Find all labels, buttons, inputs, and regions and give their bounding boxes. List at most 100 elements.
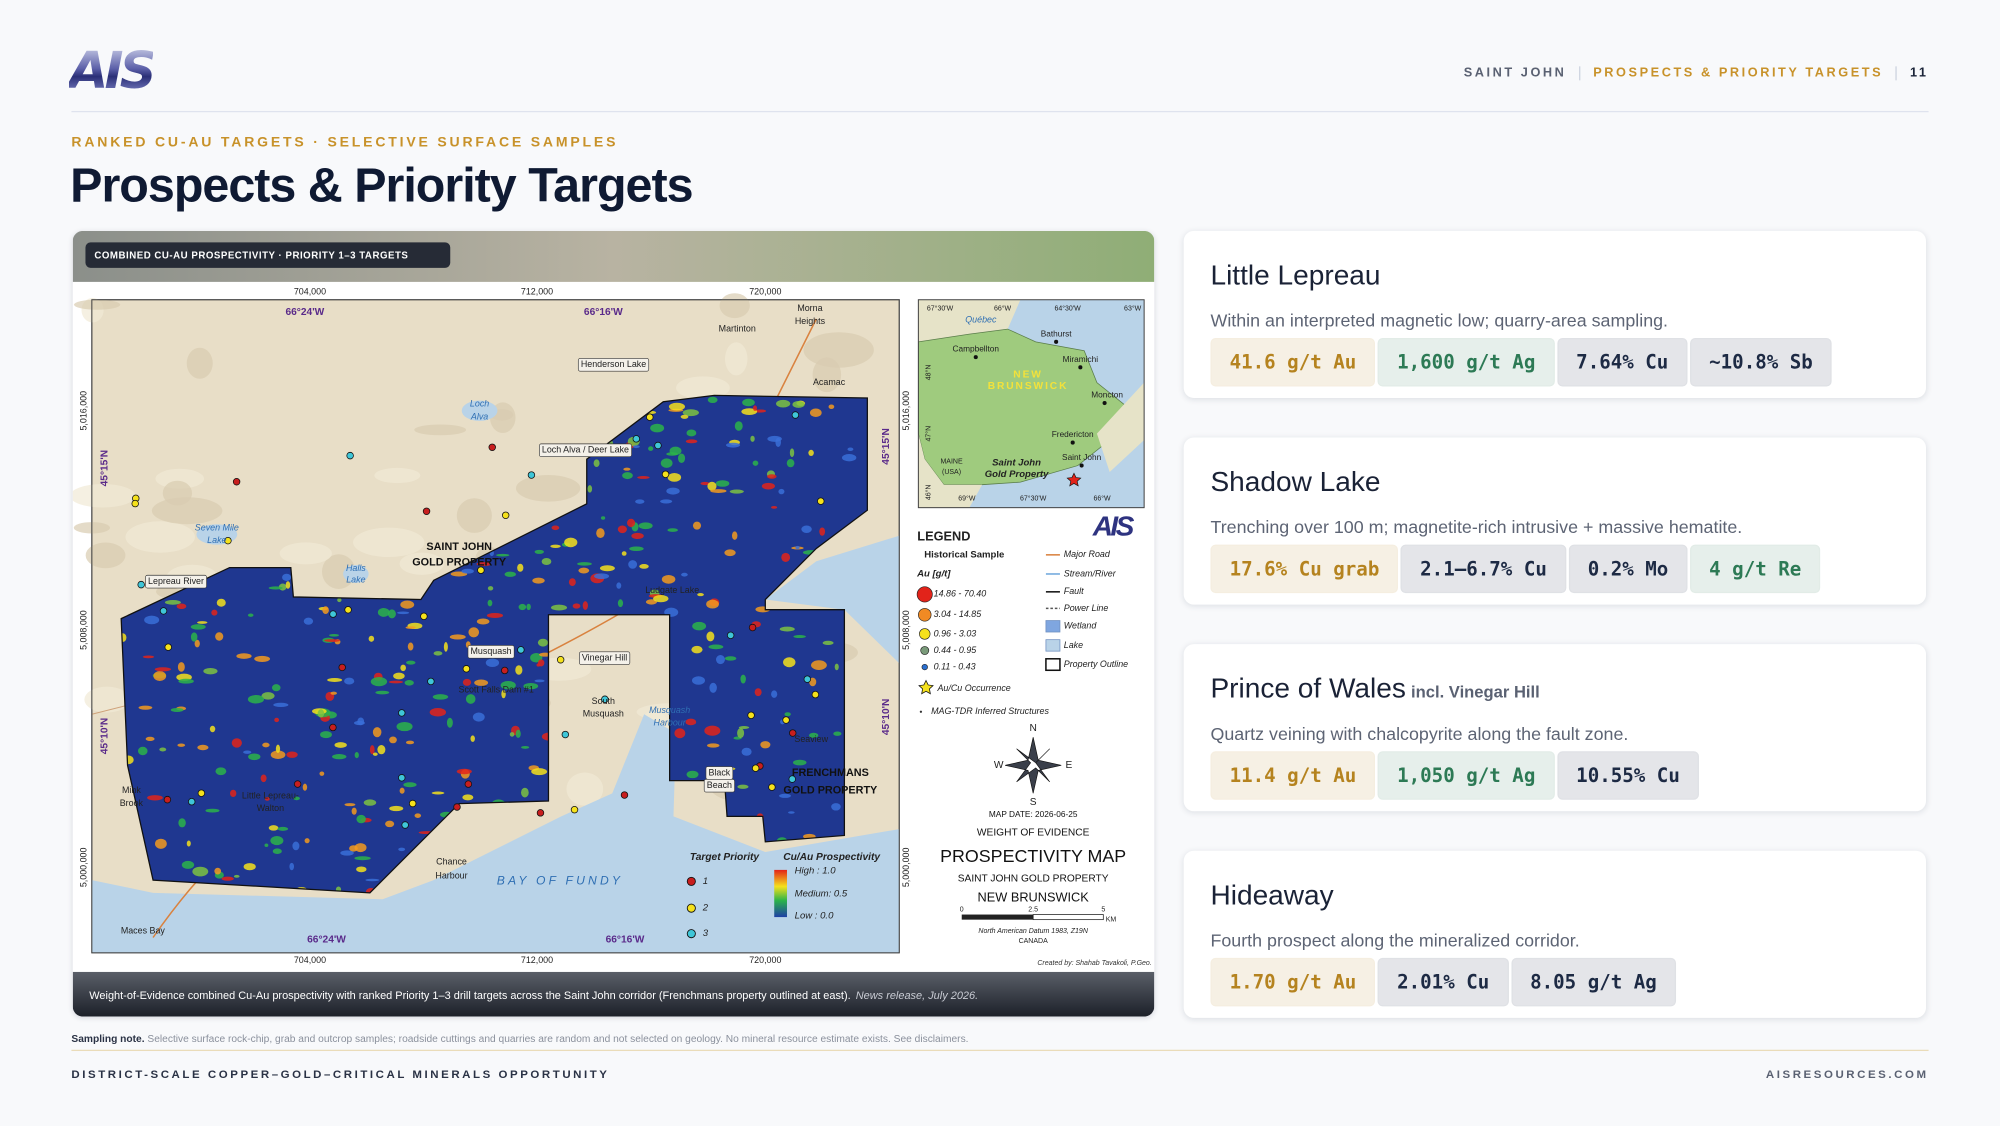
- heat-spot: [385, 820, 395, 828]
- heat-spot: [334, 742, 347, 748]
- northing-tick: 5,016,000: [79, 391, 89, 431]
- legend-item: High : 1.0: [795, 866, 837, 877]
- heat-spot: [809, 408, 822, 417]
- property-star: [1066, 472, 1082, 487]
- heat-spot: [462, 678, 472, 686]
- heat-spot: [674, 728, 686, 739]
- heat-spot: [289, 862, 295, 871]
- heat-spot: [190, 632, 198, 642]
- target-marker: [464, 780, 473, 788]
- heat-spot: [389, 805, 404, 812]
- latitude-label: 45°15'N: [99, 450, 110, 487]
- place-label: GOLD PROPERTY: [412, 556, 507, 568]
- heat-spot: [551, 525, 560, 531]
- heat-spot: [396, 721, 413, 732]
- heat-spot: [400, 664, 406, 672]
- heat-spot: [822, 640, 834, 646]
- target-marker: [789, 729, 797, 737]
- map-logo: AIS: [1092, 510, 1135, 541]
- heat-spot: [526, 603, 531, 611]
- target-marker: [570, 806, 579, 814]
- heat-spot: [211, 609, 218, 616]
- heat-spot: [264, 843, 269, 848]
- heat-spot: [715, 480, 730, 487]
- heat-spot: [153, 670, 167, 681]
- inset-label: (USA): [942, 469, 961, 476]
- heat-spot: [351, 807, 357, 815]
- heat-spot: [270, 836, 284, 846]
- assay-chip: ~10.8% Sb: [1690, 338, 1832, 387]
- heat-spot: [792, 759, 807, 766]
- header-rule: [71, 110, 1929, 113]
- hillshade: [725, 342, 748, 376]
- heat-spot: [260, 774, 267, 783]
- heat-spot: [327, 678, 343, 682]
- place-label: Martinton: [719, 323, 756, 333]
- inset-frame: [917, 299, 1145, 509]
- place-label: Scott Falls Dam #1: [459, 684, 534, 694]
- card-title-text: Hideaway: [1210, 878, 1334, 911]
- easting-tick: 712,000: [521, 955, 553, 965]
- heat-spot: [685, 718, 697, 726]
- heat-spot: [509, 732, 515, 737]
- place-label: Heights: [795, 316, 826, 326]
- place-label: Musquash: [583, 709, 624, 719]
- heat-spot: [476, 618, 490, 625]
- legend-swatch: [1045, 639, 1061, 652]
- heat-spot: [577, 562, 592, 566]
- heat-spot: [779, 793, 791, 798]
- easting-tick: 704,000: [294, 955, 326, 965]
- easting-tick: 712,000: [521, 286, 553, 296]
- heat-spot: [707, 743, 720, 748]
- place-label: Harbour: [654, 718, 687, 728]
- label-box: [539, 443, 632, 457]
- heat-spot: [685, 439, 698, 444]
- scale-label: 2.5: [1028, 906, 1038, 913]
- heat-spot: [628, 560, 638, 569]
- heat-spot: [531, 768, 548, 776]
- target-marker: [398, 774, 406, 782]
- northing-tick: 5,008,000: [901, 610, 911, 650]
- heat-spot: [833, 731, 842, 736]
- easting-tick: 704,000: [294, 286, 326, 296]
- target-marker: [338, 663, 346, 672]
- card-title-text: Prince of Wales: [1210, 672, 1406, 705]
- heat-spot: [407, 642, 414, 651]
- heat-spot: [324, 639, 341, 642]
- target-marker: [782, 716, 790, 724]
- heat-spot: [700, 481, 710, 486]
- heat-spot: [194, 639, 200, 648]
- inset-label: Gold Property: [985, 469, 1049, 480]
- legend-item: 0.96 - 3.03: [934, 628, 977, 638]
- heat-spot: [154, 838, 167, 849]
- place-label: Mink: [122, 785, 141, 795]
- heat-spot: [706, 599, 719, 609]
- heat-spot: [268, 825, 279, 831]
- heat-spot: [221, 876, 234, 881]
- heat-spot: [216, 598, 226, 607]
- heat-spot: [154, 667, 172, 672]
- legend-unit: Au [g/t]: [916, 569, 951, 580]
- inset-quebec: [918, 299, 1021, 342]
- heat-spot: [572, 603, 581, 609]
- prospect-card: Shadow Lake Trenching over 100 m; magneti…: [1183, 437, 1927, 605]
- sample-symbol: [916, 586, 933, 603]
- heat-spot: [638, 522, 653, 530]
- hillshade: [399, 552, 444, 575]
- heat-spot: [170, 707, 184, 712]
- heat-spot: [724, 549, 736, 557]
- assay-chip: 8.05 g/t Ag: [1510, 957, 1676, 1007]
- assay-chip: 10.55% Cu: [1557, 751, 1699, 800]
- heat-spot: [834, 663, 839, 671]
- target-marker: [329, 723, 337, 732]
- heat-spot: [398, 847, 406, 852]
- scale-label: 5: [1101, 906, 1105, 913]
- heat-spot: [340, 850, 354, 856]
- target-marker: [536, 809, 545, 817]
- target-marker: [462, 665, 471, 673]
- heat-spot: [631, 532, 644, 539]
- target-marker: [654, 441, 662, 450]
- heat-spot: [293, 796, 300, 801]
- place-label: South: [592, 696, 615, 706]
